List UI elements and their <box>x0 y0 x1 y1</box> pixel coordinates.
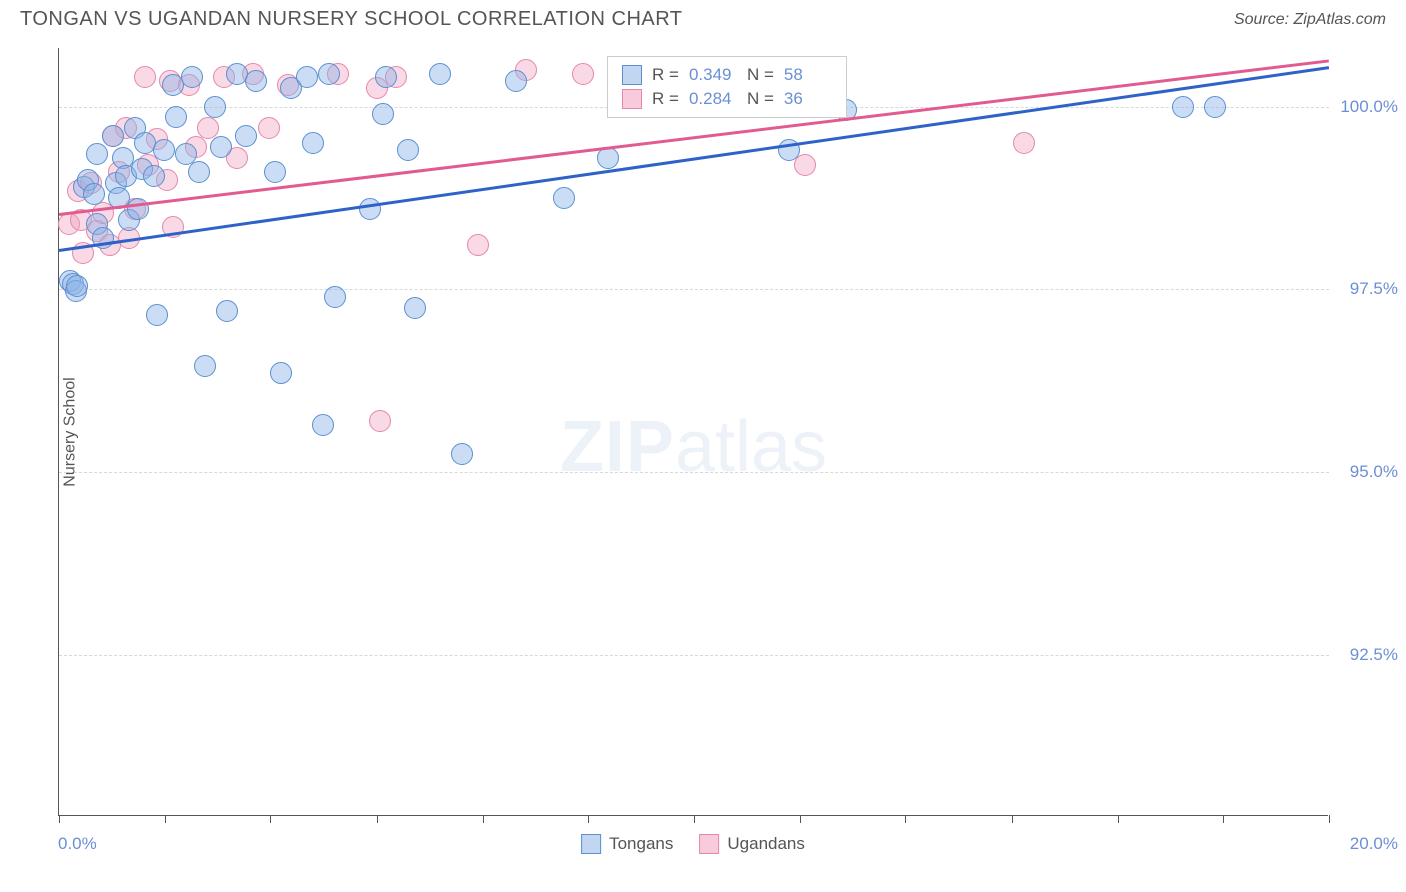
tongans-point <box>1172 96 1194 118</box>
tongans-point <box>143 165 165 187</box>
tongans-point <box>324 286 346 308</box>
tongans-point <box>429 63 451 85</box>
tongans-point <box>235 125 257 147</box>
tongans-point <box>210 136 232 158</box>
y-tick-label: 97.5% <box>1338 279 1398 299</box>
x-tick <box>59 815 60 823</box>
stat-r-value-ugandans: 0.284 <box>689 89 737 109</box>
tongans-point <box>359 198 381 220</box>
tongans-point <box>375 66 397 88</box>
ugandans-point <box>1013 132 1035 154</box>
stat-row-ugandans: R = 0.284 N = 36 <box>622 87 832 111</box>
tongans-point <box>194 355 216 377</box>
legend-label-tongans: Tongans <box>609 834 673 854</box>
x-tick <box>377 815 378 823</box>
tongans-point <box>153 139 175 161</box>
gridline <box>59 655 1329 656</box>
legend-swatch-tongans <box>581 834 601 854</box>
tongans-point <box>1204 96 1226 118</box>
stats-box: R = 0.349 N = 58 R = 0.284 N = 36 <box>607 56 847 118</box>
x-tick <box>1223 815 1224 823</box>
tongans-point <box>66 275 88 297</box>
stat-r-label: R = <box>652 89 679 109</box>
stat-swatch-ugandans <box>622 89 642 109</box>
x-tick <box>800 815 801 823</box>
tongans-point <box>83 183 105 205</box>
tongans-point <box>146 304 168 326</box>
ugandans-point <box>258 117 280 139</box>
tongans-point <box>165 106 187 128</box>
x-tick <box>905 815 906 823</box>
ugandans-point <box>572 63 594 85</box>
tongans-point <box>404 297 426 319</box>
chart-title: TONGAN VS UGANDAN NURSERY SCHOOL CORRELA… <box>20 8 683 31</box>
tongans-point <box>553 187 575 209</box>
stat-r-label: R = <box>652 65 679 85</box>
tongans-point <box>318 63 340 85</box>
y-tick-label: 95.0% <box>1338 462 1398 482</box>
legend-label-ugandans: Ugandans <box>727 834 805 854</box>
x-tick <box>270 815 271 823</box>
stat-row-tongans: R = 0.349 N = 58 <box>622 63 832 87</box>
gridline <box>59 472 1329 473</box>
tongans-point <box>270 362 292 384</box>
stat-n-value-ugandans: 36 <box>784 89 832 109</box>
legend-item-tongans: Tongans <box>581 834 673 854</box>
watermark: ZIPatlas <box>560 406 827 488</box>
tongans-point <box>264 161 286 183</box>
tongans-point <box>216 300 238 322</box>
tongans-point <box>296 66 318 88</box>
stat-n-value-tongans: 58 <box>784 65 832 85</box>
tongans-point <box>86 143 108 165</box>
stat-n-label: N = <box>747 89 774 109</box>
tongans-point <box>188 161 210 183</box>
tongans-point <box>302 132 324 154</box>
tongans-point <box>204 96 226 118</box>
x-max-label: 20.0% <box>1350 834 1398 854</box>
y-tick-label: 100.0% <box>1338 97 1398 117</box>
stat-r-value-tongans: 0.349 <box>689 65 737 85</box>
tongans-point <box>245 70 267 92</box>
x-tick <box>1012 815 1013 823</box>
plot-area: ZIPatlas 100.0%97.5%95.0%92.5%R =0.349N … <box>58 48 1328 816</box>
legend-item-ugandans: Ugandans <box>699 834 805 854</box>
gridline <box>59 289 1329 290</box>
tongans-point <box>312 414 334 436</box>
x-tick <box>588 815 589 823</box>
tongans-point <box>372 103 394 125</box>
watermark-zip: ZIP <box>560 407 675 487</box>
x-tick <box>694 815 695 823</box>
tongans-point <box>505 70 527 92</box>
stat-swatch-tongans <box>622 65 642 85</box>
legend-swatch-ugandans <box>699 834 719 854</box>
chart-area: Nursery School ZIPatlas 100.0%97.5%95.0%… <box>58 48 1328 816</box>
legend: Tongans Ugandans <box>581 834 805 854</box>
stat-n-label: N = <box>747 65 774 85</box>
tongans-point <box>127 198 149 220</box>
x-tick <box>1118 815 1119 823</box>
chart-source: Source: ZipAtlas.com <box>1234 11 1386 29</box>
ugandans-point <box>467 234 489 256</box>
x-tick <box>1329 815 1330 823</box>
ugandans-point <box>369 410 391 432</box>
tongans-point <box>397 139 419 161</box>
y-tick-label: 92.5% <box>1338 645 1398 665</box>
watermark-atlas: atlas <box>675 407 827 487</box>
x-tick <box>165 815 166 823</box>
x-tick <box>483 815 484 823</box>
x-min-label: 0.0% <box>58 834 97 854</box>
tongans-point <box>102 125 124 147</box>
ugandans-point <box>134 66 156 88</box>
tongans-point <box>181 66 203 88</box>
tongans-point <box>451 443 473 465</box>
